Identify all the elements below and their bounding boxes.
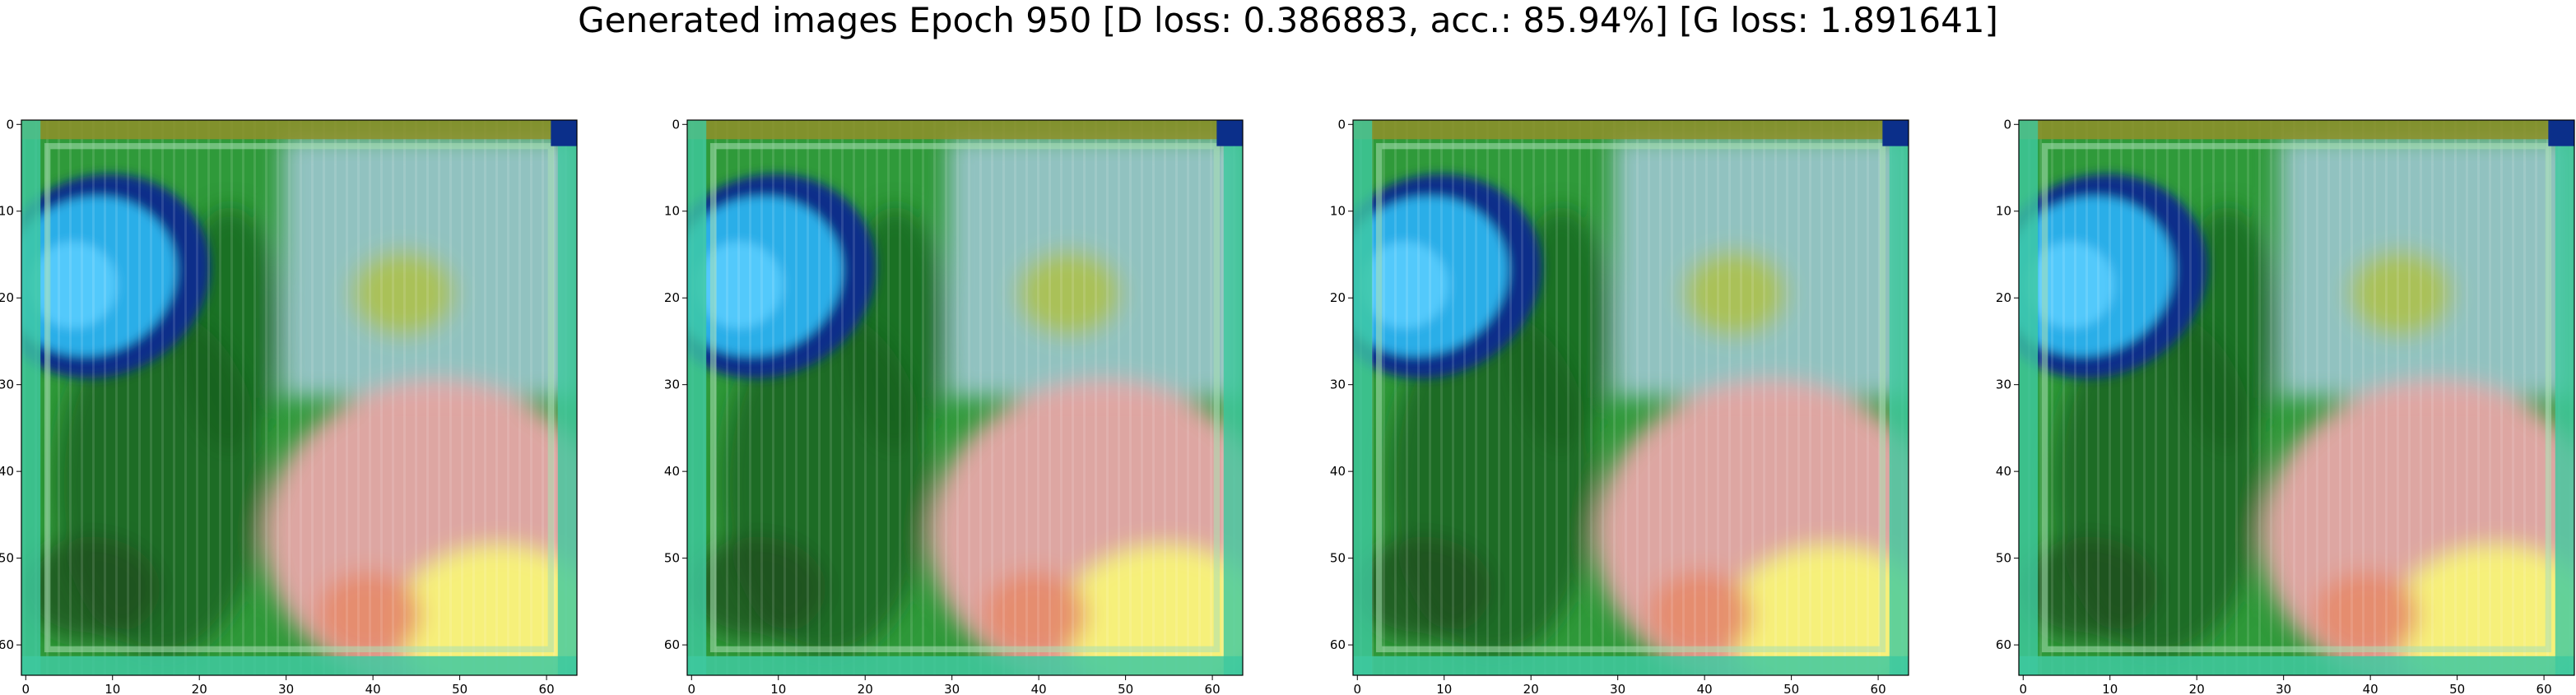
x-tick-label: 10	[1436, 682, 1452, 695]
x-tick-label: 0	[1354, 682, 1362, 695]
y-tick-label: 0	[672, 117, 680, 132]
y-tick-label: 20	[1996, 290, 2011, 305]
figure-title: Generated images Epoch 950 [D loss: 0.38…	[578, 0, 1998, 40]
x-tick-label: 0	[688, 682, 696, 695]
x-tick-label: 0	[2020, 682, 2028, 695]
x-tick-label: 30	[2276, 682, 2291, 695]
x-tick-label: 30	[1610, 682, 1625, 695]
x-tick-label: 50	[1783, 682, 1799, 695]
y-tick-label: 0	[6, 117, 14, 132]
x-tick-label: 10	[2102, 682, 2118, 695]
generated-image	[21, 120, 577, 675]
x-tick-label: 30	[944, 682, 960, 695]
y-tick-label: 60	[664, 637, 680, 652]
y-tick-label: 40	[1996, 464, 2011, 479]
x-tick-label: 40	[365, 682, 381, 695]
y-tick-label: 10	[664, 204, 680, 219]
y-tick-label: 50	[1330, 551, 1346, 566]
axes-frame	[21, 119, 578, 676]
x-tick-label: 10	[105, 682, 120, 695]
y-tick-label: 60	[1330, 637, 1346, 652]
x-tick-label: 50	[1118, 682, 1133, 695]
y-tick-label: 30	[1330, 378, 1346, 392]
y-tick-label: 40	[0, 464, 14, 479]
y-tick-label: 30	[0, 378, 14, 392]
generated-image	[687, 120, 1243, 675]
x-tick-label: 30	[278, 682, 294, 695]
x-tick-label: 50	[452, 682, 467, 695]
x-tick-label: 60	[2536, 682, 2552, 695]
x-tick-label: 50	[2449, 682, 2465, 695]
y-tick-label: 20	[1330, 290, 1346, 305]
y-tick-label: 0	[2003, 117, 2011, 132]
image-panel-1: 0 10 20 30 40 50 60 0 10 20 30 40 50 60	[0, 117, 578, 695]
y-tick-label: 50	[664, 551, 680, 566]
axes-frame	[1352, 119, 1909, 676]
y-tick-label: 40	[1330, 464, 1346, 479]
x-tick-label: 40	[2363, 682, 2378, 695]
y-tick-label: 0	[1337, 117, 1346, 132]
y-tick-label: 10	[0, 204, 14, 219]
x-tick-label: 60	[1205, 682, 1221, 695]
x-tick-label: 20	[858, 682, 873, 695]
axes-frame	[2018, 119, 2575, 676]
x-tick-label: 10	[770, 682, 786, 695]
y-tick-label: 30	[1996, 378, 2011, 392]
y-tick-label: 40	[664, 464, 680, 479]
x-tick-label: 20	[1523, 682, 1539, 695]
axes-frame	[686, 119, 1244, 676]
y-tick-label: 20	[664, 290, 680, 305]
y-tick-label: 30	[664, 378, 680, 392]
image-panel-4: 0 10 20 30 40 50 60 0 10 20 30 40 50 60	[1996, 117, 2575, 695]
x-tick-label: 20	[2189, 682, 2205, 695]
image-panel-2: 0 10 20 30 40 50 60 0 10 20 30 40 50 60	[664, 117, 1244, 695]
x-tick-label: 60	[1871, 682, 1886, 695]
y-tick-label: 10	[1996, 204, 2011, 219]
y-tick-label: 50	[0, 551, 14, 566]
x-tick-label: 40	[1697, 682, 1713, 695]
x-tick-label: 0	[22, 682, 30, 695]
y-tick-label: 60	[1996, 637, 2011, 652]
image-panel-3: 0 10 20 30 40 50 60 0 10 20 30 40 50 60	[1330, 117, 1909, 695]
y-tick-label: 20	[0, 290, 14, 305]
x-tick-label: 20	[192, 682, 207, 695]
generated-image	[1353, 120, 1909, 675]
y-tick-label: 50	[1996, 551, 2011, 566]
y-tick-label: 10	[1330, 204, 1346, 219]
x-tick-label: 40	[1031, 682, 1047, 695]
generated-image	[2019, 120, 2574, 675]
x-tick-label: 60	[539, 682, 555, 695]
y-tick-label: 60	[0, 637, 14, 652]
